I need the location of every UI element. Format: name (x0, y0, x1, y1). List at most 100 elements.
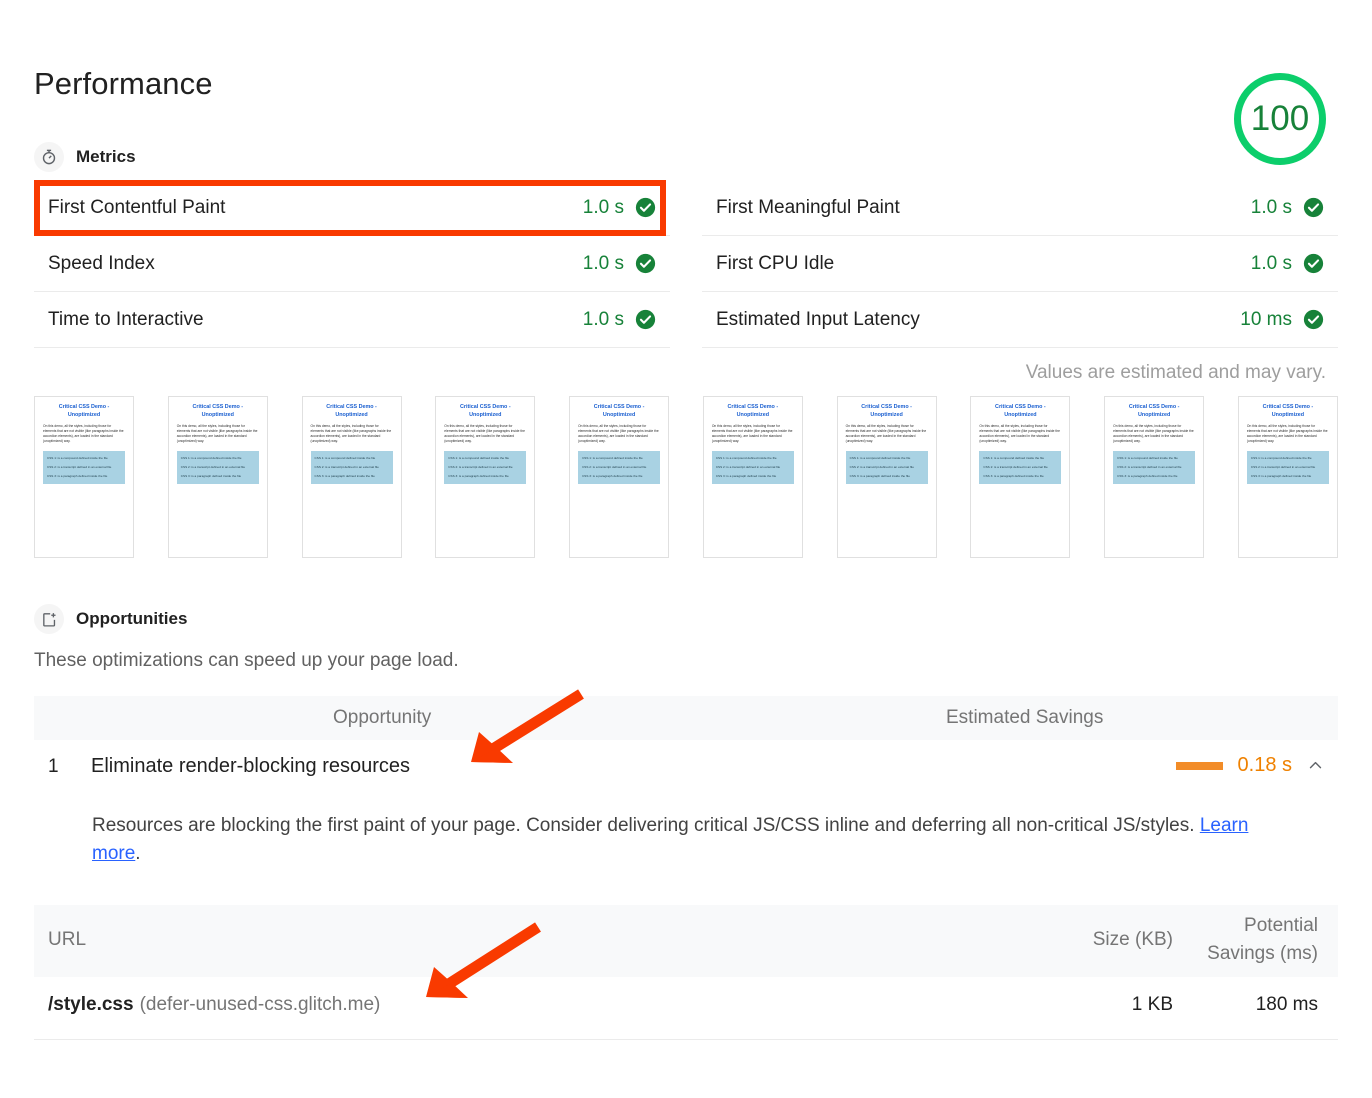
metrics-column-left: First Contentful Paint 1.0 s Speed Index… (34, 180, 670, 348)
opportunity-icon (34, 604, 64, 634)
filmstrip-frame-block-line: CSS 1: is a compound defined inside the … (448, 455, 510, 460)
opportunity-detail-text: Resources are blocking the first paint o… (92, 812, 1292, 868)
metric-label: First CPU Idle (716, 252, 835, 274)
filmstrip-frame: Critical CSS Demo - Unoptimized On this d… (970, 396, 1071, 558)
filmstrip-frame-block-line: CSS 3: is a paragraph defined inside the… (849, 474, 910, 479)
opportunity-row[interactable]: 1 Eliminate render-blocking resources 0.… (34, 740, 1338, 798)
filmstrip-frame-block: CSS 1: is a compound defined inside the … (444, 450, 527, 484)
filmstrip-frame-paragraph: On this demo, all the styles, including … (310, 424, 392, 444)
opportunity-name[interactable]: Eliminate render-blocking resources (91, 755, 411, 777)
filmstrip-frame-title: Critical CSS Demo - Unoptimized (727, 404, 779, 418)
metric-value: 1.0 s (1250, 252, 1292, 274)
filmstrip-frame-block-line: CSS 3: is a paragraph defined inside the… (1250, 474, 1312, 479)
filmstrip-frame-block-line: CSS 2: is a transcript defined in an ext… (582, 464, 647, 469)
score-value: 100 (1250, 99, 1310, 138)
filmstrip-frame-title: Critical CSS Demo - Unoptimized (192, 404, 244, 418)
score-ring (1234, 73, 1326, 165)
column-header-size: Size (KB) (1092, 929, 1173, 950)
table-row[interactable]: /style.css (defer-unused-css.glitch.me) 1… (34, 977, 1338, 1040)
metric-value-group: 1.0 s (1251, 197, 1324, 219)
filmstrip-frame-title: Critical CSS Demo - Unoptimized (1262, 404, 1314, 418)
opportunity-savings-value: 0.18 s (1237, 754, 1292, 776)
filmstrip-frame-paragraph: On this demo, all the styles, including … (845, 424, 927, 444)
metric-value: 1.0 s (1250, 196, 1292, 218)
metric-value: 10 ms (1240, 308, 1292, 330)
filmstrip-frame-block-line: CSS 3: is a paragraph defined inside the… (1117, 474, 1178, 479)
filmstrip-frame: Critical CSS Demo - Unoptimized On this d… (836, 396, 937, 558)
metric-value: 1.0 s (582, 196, 624, 218)
filmstrip-frame-block-line: CSS 1: is a compound defined inside the … (314, 455, 376, 460)
opportunity-index: 1 (48, 756, 59, 777)
filmstrip-frame-block-line: CSS 2: is a transcript defined in an ext… (180, 464, 246, 469)
url-potential-savings-value: 180 ms (1255, 994, 1318, 1015)
metrics-table: First Contentful Paint 1.0 s Speed Index… (34, 180, 1338, 348)
metric-value-group: 1.0 s (583, 309, 656, 331)
filmstrip-frame-title: Critical CSS Demo - Unoptimized (861, 404, 912, 418)
url-size-value: 1 KB (1131, 994, 1173, 1015)
metrics-column-right: First Meaningful Paint 1.0 s First CPU I… (702, 180, 1338, 348)
metric-value-group: 1.0 s (583, 197, 656, 219)
filmstrip-frame: Critical CSS Demo - Unoptimized On this d… (167, 396, 268, 558)
metrics-title: Metrics (76, 147, 136, 166)
column-header-url: URL (48, 929, 87, 950)
metric-row[interactable]: Time to Interactive 1.0 s (34, 292, 670, 348)
metric-row[interactable]: Estimated Input Latency 10 ms (702, 292, 1338, 348)
pass-check-icon (1303, 253, 1324, 274)
filmstrip-frame-block-line: CSS 3: is a paragraph defined inside the… (314, 474, 375, 479)
filmstrip-frame-block-line: CSS 2: is a transcript defined in an ext… (849, 464, 914, 469)
column-header-potential-line1: Potential (1244, 915, 1318, 936)
filmstrip-frame-paragraph: On this demo, all the styles, including … (711, 424, 793, 444)
opportunity-savings-group: 0.18 s (1175, 754, 1324, 777)
filmstrip: Critical CSS Demo - Unoptimized On this d… (34, 396, 1338, 558)
learn-more-link[interactable]: Learn more (92, 815, 1249, 864)
filmstrip-frame-block-line: CSS 2: is a transcript defined in an ext… (448, 464, 513, 469)
filmstrip-frame-block-line: CSS 1: is a compound defined inside the … (983, 455, 1045, 460)
opportunities-title: Opportunities (76, 609, 188, 628)
metric-value: 1.0 s (582, 252, 624, 274)
filmstrip-frame: Critical CSS Demo - Unoptimized On this d… (34, 396, 134, 558)
filmstrip-frame-title: Critical CSS Demo - Unoptimized (593, 404, 645, 418)
url-table-header (34, 905, 1338, 977)
filmstrip-frame-title: Critical CSS Demo - Unoptimized (58, 404, 110, 418)
filmstrip-frame-block: CSS 1: is a compound defined inside the … (176, 450, 259, 484)
filmstrip-frame-block-line: CSS 1: is a compound defined inside the … (180, 455, 242, 460)
pass-check-icon (635, 309, 656, 330)
filmstrip-frame-block: CSS 1: is a compound defined inside the … (979, 450, 1062, 484)
filmstrip-frame-block-line: CSS 2: is a transcript defined in an ext… (715, 464, 781, 469)
filmstrip-frame-block-line: CSS 3: is a paragraph defined inside the… (448, 474, 509, 479)
filmstrip-frame-block-line: CSS 1: is a compound defined inside the … (715, 455, 777, 460)
filmstrip-frame-title: Critical CSS Demo - Unoptimized (1128, 404, 1180, 418)
filmstrip-frame-block-line: CSS 3: is a paragraph defined inside the… (582, 474, 643, 479)
metric-label: Speed Index (48, 252, 155, 274)
metric-row[interactable]: Speed Index 1.0 s (34, 236, 670, 292)
filmstrip-frame-paragraph: On this demo, all the styles, including … (43, 424, 124, 444)
filmstrip-frame-block-line: CSS 1: is a compound defined inside the … (47, 455, 108, 460)
filmstrip-frame: Critical CSS Demo - Unoptimized On this d… (1104, 396, 1205, 558)
opportunities-section-heading: Opportunities (34, 604, 187, 634)
filmstrip-frame-block: CSS 1: is a compound defined inside the … (43, 450, 125, 484)
metric-value-group: 1.0 s (1251, 253, 1324, 275)
filmstrip-frame-block-line: CSS 1: is a compound defined inside the … (582, 455, 643, 460)
metric-row[interactable]: First CPU Idle 1.0 s (702, 236, 1338, 292)
filmstrip-frame-block-line: CSS 2: is a transcript defined in an ext… (1117, 464, 1182, 469)
filmstrip-frame: Critical CSS Demo - Unoptimized On this d… (435, 396, 536, 558)
pass-check-icon (635, 253, 656, 274)
metric-row[interactable]: First Meaningful Paint 1.0 s (702, 180, 1338, 236)
filmstrip-frame-paragraph: On this demo, all the styles, including … (1113, 424, 1194, 444)
page-title: Performance (34, 66, 213, 101)
filmstrip-frame-block-line: CSS 2: is a transcript defined in an ext… (983, 464, 1048, 469)
filmstrip-frame: Critical CSS Demo - Unoptimized On this d… (569, 396, 670, 558)
metrics-section-heading: Metrics (34, 142, 136, 172)
stopwatch-icon (34, 142, 64, 172)
metric-label: Estimated Input Latency (716, 308, 920, 330)
filmstrip-frame-block-line: CSS 3: is a paragraph defined inside the… (715, 474, 777, 479)
filmstrip-frame-block-line: CSS 3: is a paragraph defined inside the… (983, 474, 1044, 479)
performance-score-gauge: 100 (1234, 73, 1326, 165)
filmstrip-frame-block: CSS 1: is a compound defined inside the … (1246, 450, 1329, 484)
chevron-up-icon[interactable] (1307, 757, 1324, 774)
metric-row[interactable]: First Contentful Paint 1.0 s (34, 180, 670, 236)
pass-check-icon (1303, 197, 1324, 218)
metric-value: 1.0 s (582, 308, 624, 330)
filmstrip-frame-block: CSS 1: is a compound defined inside the … (310, 450, 393, 484)
filmstrip-frame-paragraph: On this demo, all the styles, including … (444, 424, 525, 444)
